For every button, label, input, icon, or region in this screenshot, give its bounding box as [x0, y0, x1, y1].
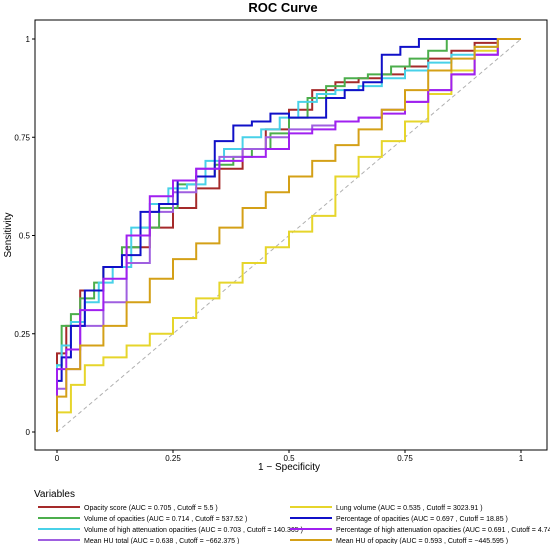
- y-tick-label: 0.5: [19, 232, 31, 241]
- legend-label-7: Percentage of high attenuation opacities…: [336, 527, 550, 534]
- legend-label-4: Mean HU total (AUC = 0.638 , Cutoff = −6…: [84, 538, 239, 544]
- legend-label-3: Volume of high attenuation opacities (AU…: [84, 527, 303, 534]
- legend-label-8: Mean HU of opacity (AUC = 0.593 , Cutoff…: [336, 538, 508, 544]
- chart-title: ROC Curve: [248, 0, 317, 15]
- y-tick-label: 1: [26, 35, 31, 44]
- y-tick-label: 0.75: [14, 133, 30, 142]
- legend: Opacity score (AUC = 0.705 , Cutoff = 5.…: [38, 505, 550, 544]
- series-layer: [56, 38, 521, 432]
- legend-label-5: Lung volume (AUC = 0.535 , Cutoff = 3023…: [336, 505, 483, 512]
- y-axis-title: Sensitivity: [3, 212, 14, 257]
- legend-label-6: Percentage of opacities (AUC = 0.697 , C…: [336, 516, 508, 523]
- roc-series-8: [56, 38, 521, 432]
- x-tick-label: 1: [519, 454, 524, 463]
- legend-label-2: Volume of opacities (AUC = 0.714 , Cutof…: [84, 516, 247, 523]
- x-tick-label: 0.75: [397, 454, 413, 463]
- x-tick-label: 0.5: [283, 454, 295, 463]
- x-tick-layer: 0 0.25 0.5 0.75 1: [55, 450, 524, 463]
- y-tick-label: 0: [26, 428, 31, 437]
- y-tick-label: 0.25: [14, 330, 30, 339]
- legend-title: Variables: [34, 489, 75, 500]
- x-tick-label: 0: [55, 454, 60, 463]
- x-axis-title: 1 − Specificity: [258, 462, 320, 473]
- roc-series-3: [56, 38, 521, 432]
- x-tick-label: 0.25: [165, 454, 181, 463]
- legend-label-1: Opacity score (AUC = 0.705 , Cutoff = 5.…: [84, 505, 218, 512]
- y-tick-layer: 0 0.25 0.5 0.75 1: [14, 35, 35, 437]
